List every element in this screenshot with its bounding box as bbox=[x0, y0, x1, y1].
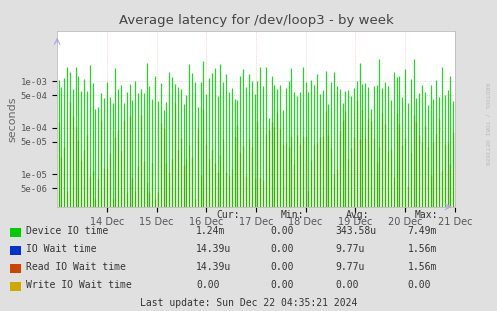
Text: 343.58u: 343.58u bbox=[335, 226, 377, 236]
Text: 14.39u: 14.39u bbox=[196, 262, 232, 272]
Text: 0.00: 0.00 bbox=[408, 280, 431, 290]
Text: Read IO Wait time: Read IO Wait time bbox=[26, 262, 126, 272]
Text: 1.56m: 1.56m bbox=[408, 244, 437, 254]
Title: Average latency for /dev/loop3 - by week: Average latency for /dev/loop3 - by week bbox=[119, 14, 393, 27]
Text: 9.77u: 9.77u bbox=[335, 262, 365, 272]
Text: Avg:: Avg: bbox=[345, 210, 369, 220]
Text: 0.00: 0.00 bbox=[196, 280, 220, 290]
Y-axis label: seconds: seconds bbox=[8, 96, 18, 142]
Text: 1.56m: 1.56m bbox=[408, 262, 437, 272]
Text: 0.00: 0.00 bbox=[271, 280, 294, 290]
Text: 0.00: 0.00 bbox=[271, 262, 294, 272]
Text: Device IO time: Device IO time bbox=[26, 226, 108, 236]
Text: 0.00: 0.00 bbox=[271, 244, 294, 254]
Text: 0.00: 0.00 bbox=[271, 226, 294, 236]
Text: 14.39u: 14.39u bbox=[196, 244, 232, 254]
Text: Min:: Min: bbox=[281, 210, 304, 220]
Text: 9.77u: 9.77u bbox=[335, 244, 365, 254]
Text: 7.49m: 7.49m bbox=[408, 226, 437, 236]
Text: Cur:: Cur: bbox=[216, 210, 240, 220]
Text: 1.24m: 1.24m bbox=[196, 226, 226, 236]
Text: Write IO Wait time: Write IO Wait time bbox=[26, 280, 132, 290]
Text: Last update: Sun Dec 22 04:35:21 2024: Last update: Sun Dec 22 04:35:21 2024 bbox=[140, 298, 357, 308]
Text: IO Wait time: IO Wait time bbox=[26, 244, 96, 254]
Text: RRDTOOL / TOBI OETIKER: RRDTOOL / TOBI OETIKER bbox=[485, 83, 490, 166]
Text: Max:: Max: bbox=[415, 210, 438, 220]
Text: 0.00: 0.00 bbox=[335, 280, 359, 290]
